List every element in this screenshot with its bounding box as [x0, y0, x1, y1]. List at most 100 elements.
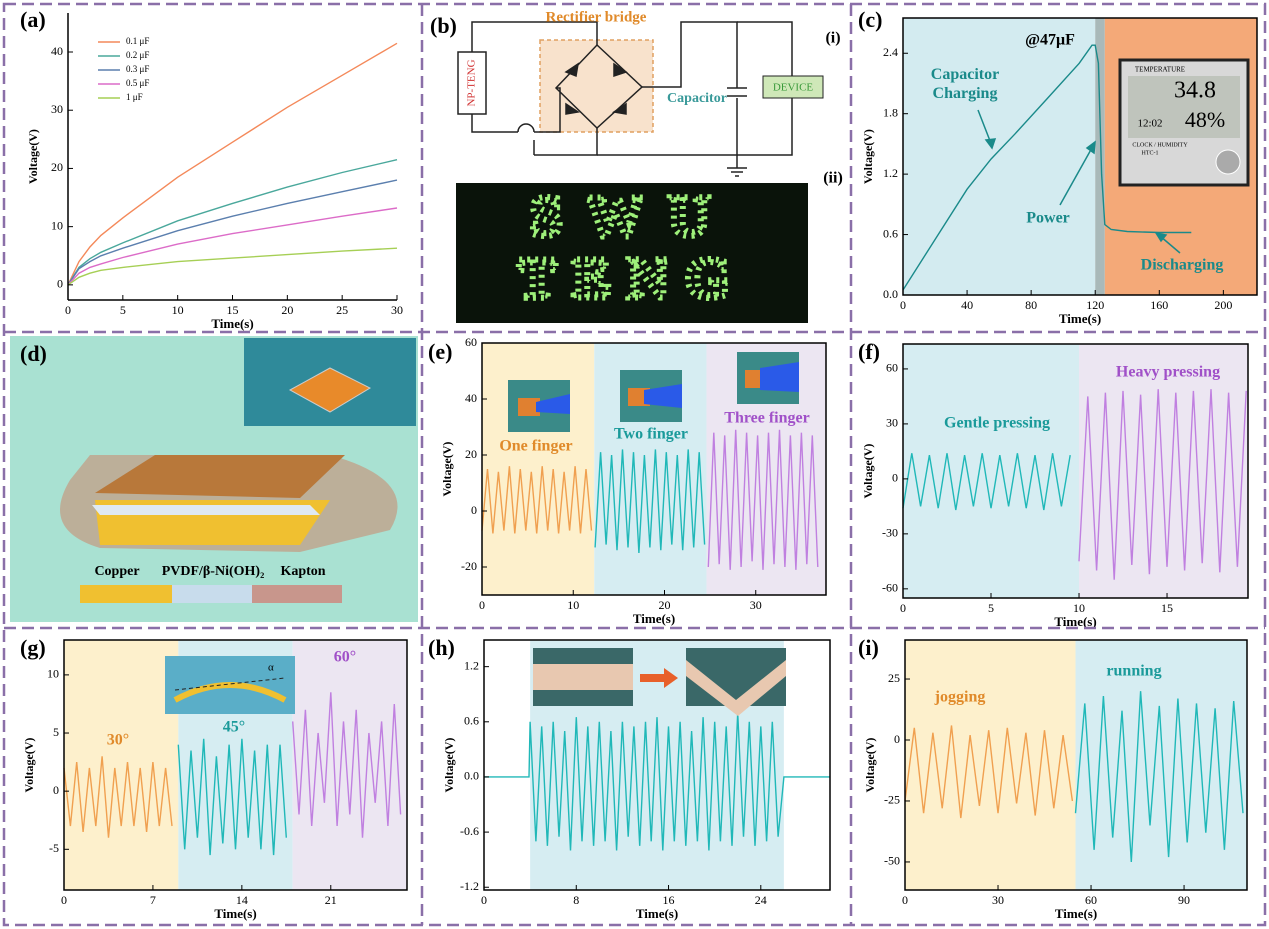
annotation: Power [1026, 209, 1070, 227]
x-tick-label: 0 [65, 303, 71, 317]
legend-label: 0.2 μF [126, 50, 149, 60]
y-tick-label: 0 [892, 471, 898, 485]
np-teng-box [457, 51, 487, 115]
series-line [902, 453, 1071, 511]
y-tick-label: 60 [886, 361, 898, 375]
x-tick-label: 25 [336, 303, 348, 317]
annotation: running [1106, 662, 1162, 680]
y-tick-label: -60 [882, 581, 898, 595]
panel-label: (g) [20, 635, 46, 660]
x-tick-label: 24 [755, 893, 767, 907]
y-tick-label: -0.6 [460, 824, 479, 838]
y-tick-label: 25 [888, 671, 900, 685]
y-axis-title: Voltage(V) [440, 442, 454, 497]
y-tick-label: 0.6 [883, 226, 898, 240]
region [903, 344, 1080, 598]
plot-frame [63, 639, 408, 891]
y-tick-label: 10 [51, 218, 63, 232]
annotation: @47μF [1025, 31, 1075, 49]
y-axis-title: Voltage(V) [22, 738, 36, 793]
annotation: 45° [222, 718, 246, 736]
layer-label: PVDF/β-Ni(OH)₂ [162, 564, 265, 579]
finger-photos [508, 352, 799, 432]
series-line [67, 207, 398, 286]
legend-label: 1 μF [126, 92, 143, 102]
y-tick-label: 60 [465, 335, 477, 349]
y-tick-label: 20 [51, 160, 63, 174]
y-axis-title: Voltage(V) [861, 444, 875, 499]
x-tick-label: 30 [992, 893, 1004, 907]
arrows [977, 109, 1181, 254]
x-axis-title: Time(s) [1054, 614, 1096, 629]
series-line [63, 756, 173, 838]
copper-top [95, 455, 345, 498]
series-line [484, 712, 830, 851]
x-axis-title: Time(s) [1059, 311, 1101, 326]
x-tick-label: 14 [236, 893, 248, 907]
y-axis-title: Voltage(V) [26, 129, 40, 184]
y-tick-label: 0.6 [464, 714, 479, 728]
panel-label: (c) [858, 7, 882, 32]
x-axis-title: Time(s) [1055, 906, 1097, 921]
legend-label: 0.5 μF [126, 78, 149, 88]
annotation: Three finger [724, 409, 810, 427]
panel-label: (b) [430, 13, 457, 38]
y-tick-label: 5 [53, 725, 59, 739]
y-tick-label: 0 [57, 277, 63, 291]
region [903, 18, 1096, 295]
x-tick-label: 120 [1086, 298, 1104, 312]
elbow-photo-arm [686, 660, 786, 716]
bend-inset-strip [173, 682, 287, 703]
x-tick-label: 15 [227, 303, 239, 317]
annotation: One finger [499, 437, 573, 455]
elbow-photo-arm [533, 664, 633, 690]
inset-label: α [268, 662, 274, 674]
annotation: jogging [934, 688, 986, 706]
layer-label: Copper [94, 564, 139, 579]
y-tick-label: 40 [465, 391, 477, 405]
x-tick-label: 10 [567, 598, 579, 612]
capacitor-label: Capacitor [667, 91, 727, 106]
y-tick-label: -20 [461, 559, 477, 573]
photo-text: CLOCK / HUMIDITY [1132, 142, 1188, 148]
pvdf-swatch [172, 585, 252, 603]
plot-frame [902, 343, 1249, 599]
series-line [707, 429, 819, 570]
series-line [67, 179, 398, 286]
annotation: 60° [333, 648, 357, 666]
series-line [292, 692, 402, 838]
pvdf-layer [92, 505, 320, 515]
bend-inset-line [174, 677, 286, 691]
x-axis-title: Time(s) [214, 906, 256, 921]
x-tick-label: 5 [120, 303, 126, 317]
led-text: SWU [530, 183, 734, 248]
y-tick-label: 10 [47, 667, 59, 681]
x-tick-label: 90 [1178, 893, 1190, 907]
y-tick-label: -1.2 [460, 879, 479, 893]
photo-text: 34.8 [1174, 78, 1216, 104]
annotation: 30° [106, 731, 130, 749]
arrow [640, 668, 678, 688]
x-tick-label: 80 [1025, 298, 1037, 312]
device-box [762, 75, 824, 99]
series-line [67, 42, 398, 286]
copper-swatch [80, 585, 172, 603]
region [292, 640, 407, 890]
circuit [471, 21, 793, 177]
y-tick-label: 1.2 [464, 658, 479, 672]
y-tick-label: 2.4 [883, 45, 898, 59]
region [64, 640, 179, 890]
source-label: NP-TENG [466, 59, 478, 106]
x-tick-label: 0 [900, 601, 906, 615]
panel-label: (h) [428, 635, 455, 660]
annotation: Heavy pressing [1115, 363, 1221, 381]
series-line [1078, 389, 1247, 580]
legend-label: 0.1 μF [126, 36, 149, 46]
y-tick-label: 1.2 [883, 166, 898, 180]
x-tick-label: 7 [150, 893, 156, 907]
series-line [902, 44, 1192, 291]
x-tick-label: 0 [479, 598, 485, 612]
